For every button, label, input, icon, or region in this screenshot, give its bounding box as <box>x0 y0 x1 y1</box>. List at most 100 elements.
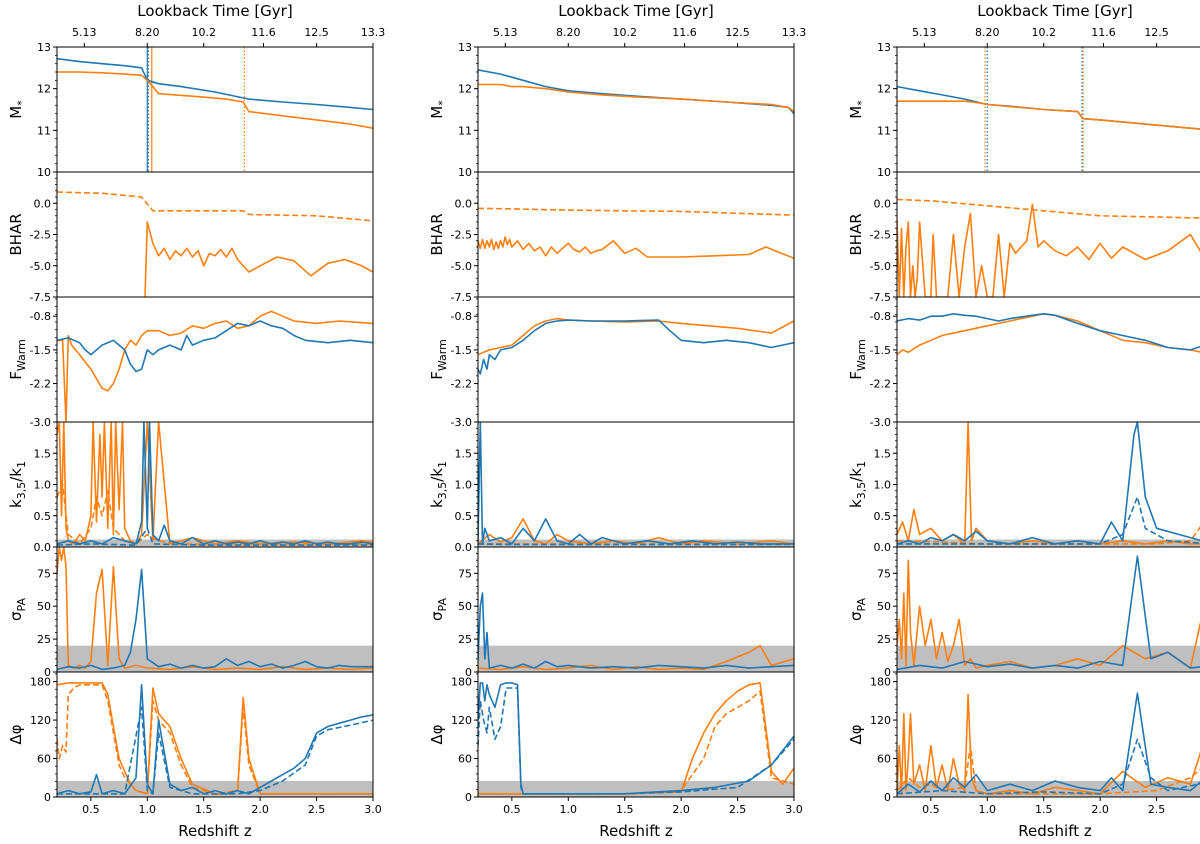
series-line-orange-solid <box>478 682 794 795</box>
top-tick-label: 11.6 <box>251 26 276 39</box>
y-tick-label: 11 <box>37 124 51 137</box>
series-line-blue-solid <box>897 422 1200 545</box>
plot-area-mstar <box>57 47 373 172</box>
top-tick-label: 10.2 <box>1031 26 1056 39</box>
series-line-orange-solid <box>57 310 373 422</box>
series-line-orange-solid <box>144 221 373 297</box>
plot-area-kratio <box>478 422 794 547</box>
x-tick-label: 1.0 <box>139 803 157 816</box>
y-tick-label: 0 <box>465 791 472 804</box>
plot-area-bhar <box>897 198 1200 297</box>
panel-mstar: 10 11 12 13 M* <box>428 41 795 179</box>
y-tick-label: 10 <box>877 166 891 179</box>
y-tick-label: 180 <box>870 676 891 689</box>
y-tick-label: 13 <box>458 41 472 54</box>
top-tick-label: 5.13 <box>493 26 518 39</box>
ylabel-dphi: Δφ <box>7 724 25 744</box>
plot-area-sigma <box>57 547 373 672</box>
y-tick-label: 25 <box>458 633 472 646</box>
y-tick-label: 50 <box>877 600 891 613</box>
y-tick-label: -1.5 <box>870 344 891 357</box>
y-tick-label: 75 <box>458 567 472 580</box>
y-tick-label: -7.5 <box>451 291 472 304</box>
plot-area-dphi <box>897 692 1200 797</box>
top-tick-label: 12.5 <box>1144 26 1169 39</box>
top-tick-label: 11.6 <box>672 26 697 39</box>
y-tick-label: 13 <box>877 41 891 54</box>
ylabel-kratio: k3,5/k1 <box>7 461 28 508</box>
y-tick-label: 0.0 <box>874 541 892 554</box>
top-tick-label: 12.5 <box>725 26 750 39</box>
ylabel-kratio: k3,5/k1 <box>847 461 868 508</box>
ylabel-mstar: M* <box>7 100 28 119</box>
x-tick-label: 1.5 <box>1035 803 1053 816</box>
series-line-blue-solid <box>478 69 794 115</box>
y-tick-label: 50 <box>458 600 472 613</box>
y-tick-label: -2.2 <box>451 378 472 391</box>
y-tick-label: 11 <box>458 124 472 137</box>
series-line-blue-solid <box>897 555 1200 671</box>
series-line-blue-solid <box>897 312 1200 351</box>
y-tick-label: -5.0 <box>30 260 51 273</box>
panel-bhar: -7.5 -5.0 -2.5 0.0 BHAR <box>428 171 795 304</box>
series-line-blue-solid <box>478 319 794 375</box>
series-line-blue-dashed <box>57 527 373 546</box>
y-tick-label: 12 <box>37 83 51 96</box>
y-tick-label: 60 <box>458 753 472 766</box>
series-line-blue-dashed <box>478 543 794 546</box>
top-tick-label: 12.5 <box>304 26 329 39</box>
chart-column-2: Lookback Time [Gyr] 5.13 8.20 10.2 11.6 12.5 1… <box>428 2 806 840</box>
panel-dphi: 0 60 120 180 0.5 1.0 1.5 2.0 2.5 3.0 Δφ <box>428 671 803 816</box>
series-line-orange-dashed <box>897 198 1200 219</box>
x-tick-label: 2.5 <box>1148 803 1166 816</box>
panel-frame <box>896 671 1200 798</box>
y-tick-label: 120 <box>30 714 51 727</box>
panel-frame <box>56 171 374 298</box>
series-line-orange-solid <box>478 317 794 356</box>
panel-sigma: 0 25 50 75 σPA <box>847 546 1200 679</box>
plot-area-kratio <box>57 422 373 547</box>
x-tick-label: 2.0 <box>251 803 269 816</box>
series-line-blue-solid <box>478 682 794 795</box>
top-tick-label: 13.3 <box>782 26 807 39</box>
ylabel-fwarm: FWarm <box>7 339 28 380</box>
panel-mstar: 10 11 12 13 M* <box>7 41 374 179</box>
top-axis-title: Lookback Time [Gyr] <box>558 2 713 20</box>
panel-frame <box>56 296 374 423</box>
top-axis-title: Lookback Time [Gyr] <box>977 2 1132 20</box>
panel-dphi: 0 60 120 180 0.5 1.0 1.5 2.0 2.5 3.0 Δφ <box>7 671 382 816</box>
series-line-orange-dashed <box>57 483 373 545</box>
panel-frame <box>477 296 795 423</box>
y-tick-label: 75 <box>877 567 891 580</box>
y-tick-label: 75 <box>37 567 51 580</box>
x-tick-label: 0.5 <box>503 803 521 816</box>
series-line-blue-dashed <box>478 687 794 795</box>
series-line-orange-solid <box>897 312 1200 356</box>
y-tick-label: -1.5 <box>30 344 51 357</box>
y-tick-label: 0.0 <box>874 197 892 210</box>
series-line-blue-dashed <box>897 738 1200 795</box>
y-tick-label: -3.0 <box>451 416 472 429</box>
series-line-blue-solid <box>57 57 373 111</box>
panel-kratio: 0.0 0.5 1.0 1.5 k3,5/k1 <box>428 421 795 554</box>
y-tick-label: 0 <box>44 666 51 679</box>
y-tick-label: 25 <box>37 633 51 646</box>
ylabel-bhar: BHAR <box>7 213 25 255</box>
series-line-orange-dashed <box>57 683 373 795</box>
series-line-blue-solid <box>57 683 373 795</box>
y-tick-label: -3.0 <box>870 416 891 429</box>
plot-area-dphi <box>57 682 373 797</box>
x-tick-label: 2.5 <box>729 803 747 816</box>
series-line-orange-solid <box>897 422 1200 545</box>
ylabel-sigma: σPA <box>428 598 449 621</box>
plot-area-dphi <box>478 682 794 797</box>
y-tick-label: 0.0 <box>34 197 52 210</box>
y-tick-label: 1.5 <box>34 447 52 460</box>
x-tick-label: 0.5 <box>82 803 100 816</box>
y-tick-label: -2.2 <box>30 378 51 391</box>
bottom-axis-title: Redshift z <box>599 822 673 840</box>
x-tick-label: 0.5 <box>922 803 940 816</box>
panel-frame <box>896 421 1200 548</box>
y-tick-label: -7.5 <box>870 291 891 304</box>
series-line-orange-dashed <box>897 744 1200 795</box>
